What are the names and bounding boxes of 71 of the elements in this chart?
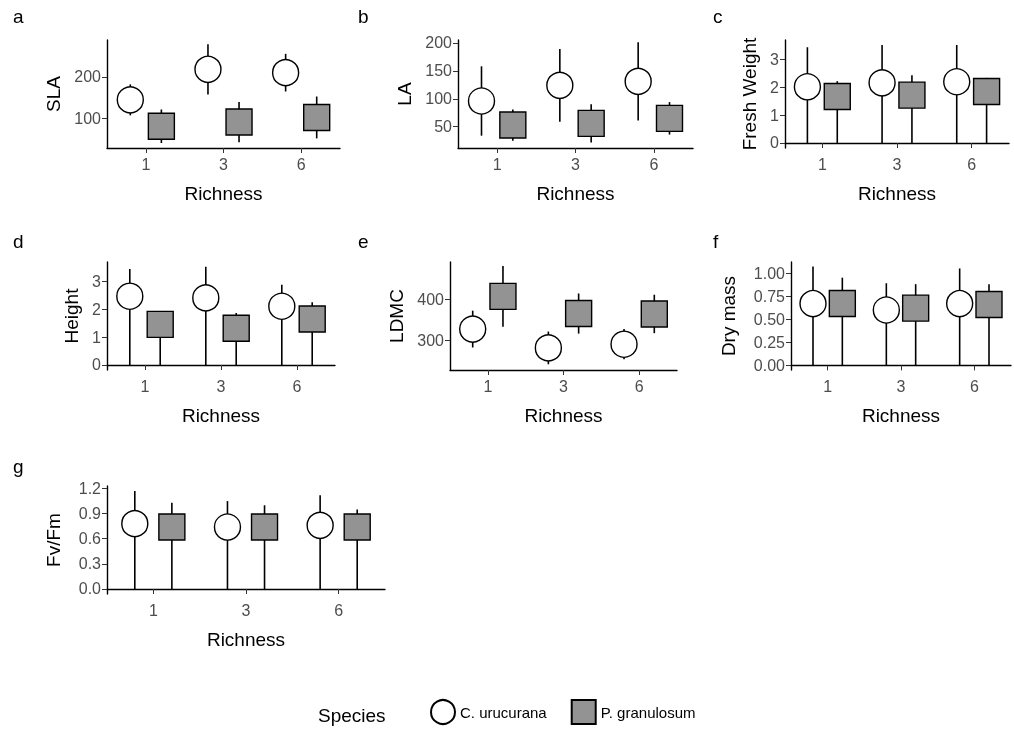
- chart-title: g: [13, 456, 24, 477]
- legend-label: C. urucurana: [460, 703, 548, 721]
- x-tick-label: 6: [334, 601, 344, 619]
- chart-title: f: [713, 231, 719, 252]
- chart-title: c: [713, 6, 723, 27]
- y-tick-label: 1.2: [78, 480, 102, 498]
- y-axis-title: LDMC: [386, 289, 408, 343]
- y-tick-label: 200: [74, 68, 102, 86]
- y-tick-label: 0.9: [78, 505, 102, 523]
- x-tick-label: 3: [559, 377, 569, 395]
- x-tick-label: 6: [292, 377, 302, 395]
- y-tick-label: 0.00: [753, 356, 786, 374]
- x-tick-label: 6: [967, 155, 977, 173]
- x-tick-label: 1: [148, 601, 158, 619]
- x-axis-title: Richness: [206, 629, 286, 650]
- y-tick-label: 200: [425, 34, 453, 52]
- y-axis-title: Dry mass: [717, 275, 739, 357]
- chart-title: b: [358, 6, 369, 27]
- y-tick-label: 1: [770, 106, 780, 124]
- y-axis-title: LA: [394, 82, 416, 106]
- x-tick-label: 1: [483, 377, 493, 395]
- y-tick-label: 1.00: [753, 264, 786, 282]
- x-tick-label: 3: [892, 155, 902, 173]
- x-tick-label: 1: [140, 377, 150, 395]
- x-axis-title: Richness: [861, 405, 941, 426]
- x-tick-label: 3: [896, 377, 906, 395]
- x-tick-label: 3: [571, 155, 581, 173]
- legend-label: P. granulosum: [600, 703, 696, 721]
- y-tick-label: 0.25: [753, 333, 786, 351]
- x-tick-label: 1: [492, 155, 502, 173]
- y-tick-label: 0: [770, 134, 780, 152]
- y-tick-label: 50: [434, 118, 453, 136]
- x-tick-label: 1: [823, 377, 833, 395]
- x-tick-label: 6: [969, 377, 979, 395]
- x-tick-label: 3: [241, 601, 251, 619]
- y-tick-label: 150: [425, 62, 453, 80]
- y-tick-label: 0.6: [78, 530, 102, 548]
- y-tick-label: 3: [92, 272, 102, 290]
- x-tick-label: 6: [649, 155, 659, 173]
- chart-title: e: [358, 231, 369, 252]
- x-axis-title: Richness: [181, 405, 261, 426]
- y-tick-label: 0: [92, 356, 102, 374]
- x-tick-label: 6: [634, 377, 644, 395]
- x-axis-title: Richness: [536, 183, 615, 204]
- legend-title: Species: [318, 705, 386, 726]
- y-tick-label: 0.50: [753, 310, 786, 328]
- y-tick-label: 100: [74, 110, 102, 128]
- x-tick-label: 1: [141, 155, 151, 173]
- y-tick-label: 100: [425, 90, 453, 108]
- chart-title: a: [13, 6, 24, 27]
- x-tick-label: 3: [216, 377, 226, 395]
- y-axis-title: Height: [61, 287, 83, 344]
- x-axis-title: Richness: [857, 183, 937, 204]
- x-axis-title: Richness: [184, 183, 263, 204]
- y-axis-title: Fv/Fm: [43, 513, 65, 567]
- y-tick-label: 2: [770, 78, 780, 96]
- y-tick-label: 3: [770, 50, 780, 68]
- y-tick-label: 300: [417, 332, 445, 350]
- y-axis-title: Fresh Weight: [739, 36, 761, 151]
- x-tick-label: 6: [296, 155, 306, 173]
- y-tick-label: 0.0: [78, 580, 102, 598]
- x-axis-title: Richness: [524, 405, 603, 426]
- y-axis-title: SLA: [43, 75, 65, 112]
- y-tick-label: 0.75: [753, 287, 786, 305]
- chart-title: d: [13, 231, 24, 252]
- x-tick-label: 3: [219, 155, 229, 173]
- y-tick-label: 400: [417, 291, 445, 309]
- y-tick-label: 1: [92, 328, 102, 346]
- y-tick-label: 2: [92, 300, 102, 318]
- y-tick-label: 0.3: [78, 555, 102, 573]
- x-tick-label: 1: [817, 155, 827, 173]
